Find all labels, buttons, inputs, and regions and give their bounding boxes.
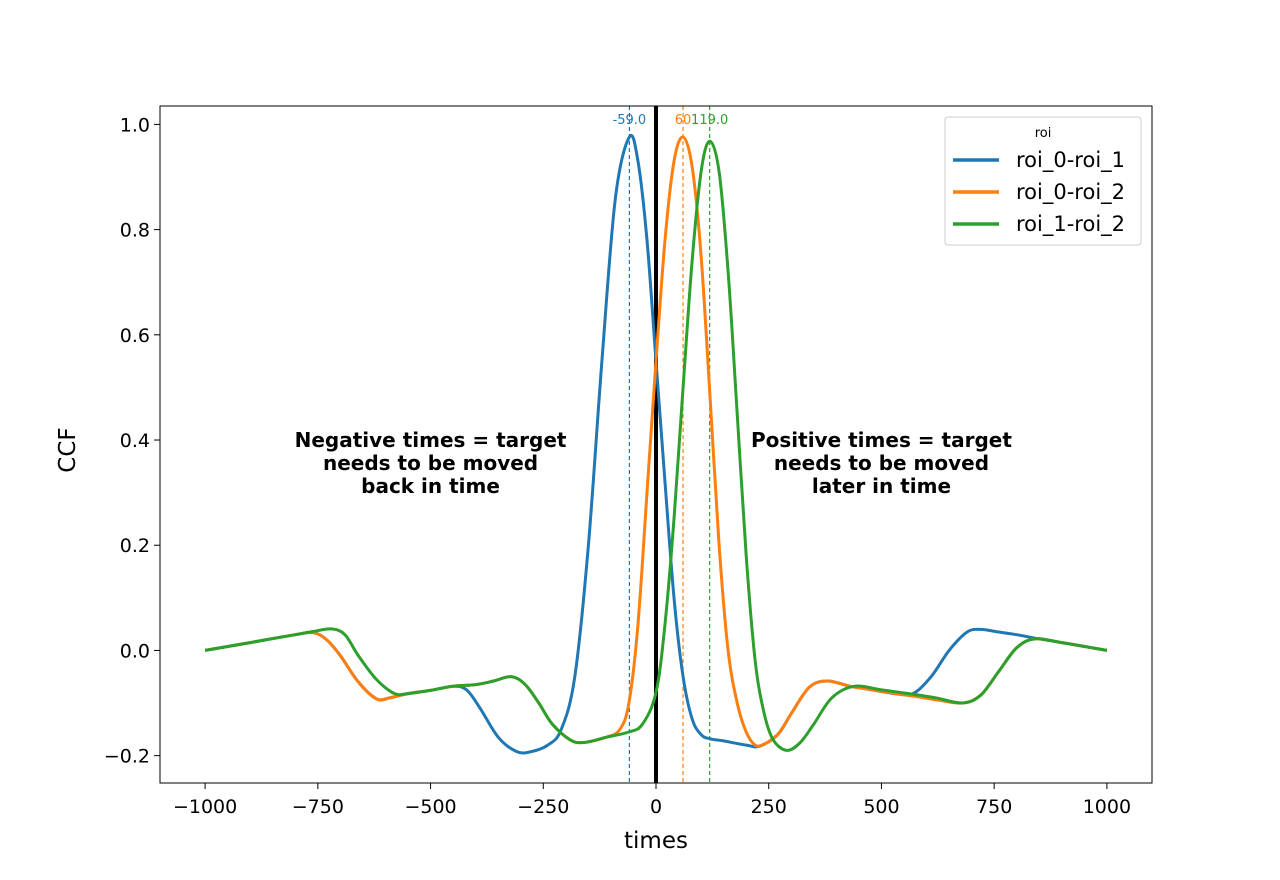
y-tick-label: 1.0 xyxy=(120,114,150,136)
x-tick-label: 1000 xyxy=(1083,796,1131,818)
annotation-line: later in time xyxy=(812,474,951,498)
legend: roi roi_0-roi_1 roi_0-roi_2 roi_1-roi_2 xyxy=(944,116,1142,246)
x-tick-label: −750 xyxy=(292,796,344,818)
annotation-line: Negative times = target xyxy=(295,428,567,452)
plot-marks: -59.0 60 119.0 xyxy=(204,106,1108,783)
annotation-line: Positive times = target xyxy=(751,428,1012,452)
y-axis-label: CCF xyxy=(55,427,81,472)
y-tick-label: 0.0 xyxy=(120,640,150,662)
y-tick-label: 0.6 xyxy=(120,325,150,347)
y-tick-label: 0.8 xyxy=(120,220,150,242)
x-tick-label: 0 xyxy=(650,796,662,818)
annotation-negative-times: Negative times = target needs to be moved… xyxy=(295,428,567,498)
y-tick-label: −0.2 xyxy=(104,746,150,768)
legend-label-roi_0-roi_1: roi_0-roi_1 xyxy=(1016,148,1125,173)
annotations: Negative times = target needs to be moved… xyxy=(295,428,1013,498)
y-tick-label: 0.2 xyxy=(120,535,150,557)
annotation-positive-times: Positive times = target needs to be moved… xyxy=(751,428,1012,498)
legend-box xyxy=(944,116,1142,246)
legend-label-roi_1-roi_2: roi_1-roi_2 xyxy=(1016,212,1125,237)
x-tick-label: 250 xyxy=(751,796,787,818)
x-tick-label: 750 xyxy=(976,796,1012,818)
annotation-line: back in time xyxy=(361,474,500,498)
annotation-line: needs to be moved xyxy=(774,451,989,475)
y-tick-label: 0.4 xyxy=(120,430,150,452)
legend-label-roi_0-roi_2: roi_0-roi_2 xyxy=(1016,180,1125,205)
x-axis: −1000 −750 −500 −250 0 250 500 750 1000 xyxy=(173,783,1131,818)
annotation-line: needs to be moved xyxy=(323,451,538,475)
peak-label-roi_0-roi_2: 60 xyxy=(675,113,692,128)
x-axis-label: times xyxy=(624,828,688,854)
legend-title: roi xyxy=(1035,126,1052,141)
y-axis: −0.2 0.0 0.2 0.4 0.6 0.8 1.0 xyxy=(104,114,160,768)
peak-label-roi_0-roi_1: -59.0 xyxy=(613,113,647,128)
x-tick-label: −500 xyxy=(404,796,456,818)
x-tick-label: 500 xyxy=(863,796,899,818)
peak-label-roi_1-roi_2: 119.0 xyxy=(691,113,728,128)
x-tick-label: −250 xyxy=(517,796,569,818)
series-line-roi_1-roi_2 xyxy=(204,139,1108,752)
x-tick-label: −1000 xyxy=(173,796,237,818)
